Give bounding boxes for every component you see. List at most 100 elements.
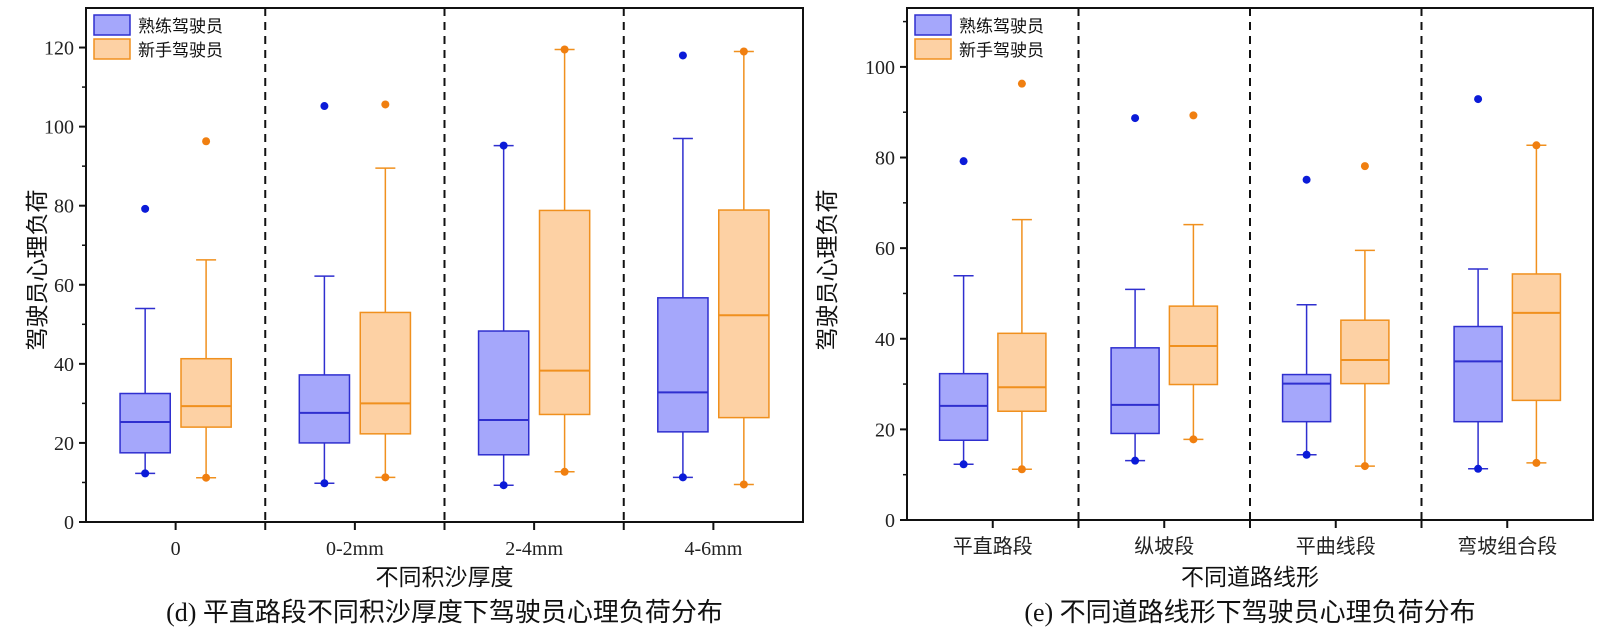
max-point [1131,114,1140,123]
y-tick-label: 100 [44,117,74,139]
x-tick-label: 平曲线段 [1296,535,1376,558]
box-novice [538,45,591,476]
legend-swatch [914,14,952,36]
y-tick-label: 60 [875,238,895,260]
box-novice [359,100,412,482]
box-iqr [1453,325,1503,423]
y-tick-label: 40 [875,329,895,351]
box-experienced [119,204,171,478]
box-novice [180,137,232,482]
y-tick-label: 20 [54,433,74,455]
chart-caption: (e) 不同道路线形下驾驶员心理负荷分布 [1024,598,1475,627]
box-novice [997,79,1047,474]
y-axis-label: 驾驶员心理负荷 [25,190,50,351]
y-tick-label: 100 [865,57,895,79]
chart-panel-1: 0 20 40 60 80 100 平直路段 纵坡段 平曲线段 弯坡组合段 熟练驾驶员新手驾驶员驾驶… [815,7,1594,627]
min-point [1189,435,1198,444]
max-point [739,47,748,56]
chart-panel-0: 0 20 40 60 80 100 120 0 0-2mm 2-4mm 4-6mm 熟练驾驶员新手驾驶… [25,7,804,627]
box-iqr [180,357,232,428]
box-experienced [657,51,709,482]
legend-label: 熟练驾驶员 [138,16,223,36]
y-tick-label: 120 [44,38,74,60]
y-axis-label: 驾驶员心理负荷 [815,190,840,351]
x-tick-label: 平直路段 [953,535,1033,558]
max-point [1189,111,1198,120]
max-point [1474,95,1483,104]
box-iqr [119,392,171,454]
box-iqr [477,330,530,456]
legend-label: 新手驾驶员 [138,41,223,60]
min-point [381,473,390,482]
x-tick-label: 0 [171,538,181,560]
box-iqr [1110,347,1160,435]
box-novice [1168,111,1219,444]
box-iqr [1511,273,1562,402]
box-experienced [1281,175,1332,459]
legend-swatch [93,38,131,60]
x-tick-label: 2-4mm [505,538,563,560]
min-point [1360,462,1369,471]
x-tick-label: 4-6mm [684,538,742,560]
x-tick-label: 纵坡段 [1134,535,1194,558]
legend-swatch [914,38,952,60]
legend-label: 熟练驾驶员 [959,16,1044,36]
min-point [739,480,748,489]
legend-label: 新手驾驶员 [959,41,1044,60]
box-experienced [477,141,530,490]
y-tick-label: 80 [54,196,74,218]
min-point [1131,456,1140,465]
box-novice [1340,162,1390,471]
min-point [1017,465,1026,474]
max-point [381,100,390,109]
box-iqr [938,372,989,442]
max-point [320,102,329,111]
max-point [959,157,968,166]
max-point [202,137,211,146]
y-tick-label: 0 [64,512,74,534]
x-axis-label: 不同道路线形 [1181,565,1319,590]
min-point [959,460,968,469]
x-tick-label: 0-2mm [326,538,384,560]
min-point [1532,458,1541,467]
min-point [1474,464,1483,473]
max-point [1360,162,1369,171]
y-tick-label: 60 [54,275,74,297]
box-experienced [298,102,351,488]
min-point [560,467,569,476]
y-tick-label: 40 [54,354,74,376]
max-point [499,141,508,150]
y-tick-label: 20 [875,419,895,441]
max-point [141,204,150,213]
min-point [202,473,211,482]
box-iqr [997,332,1047,413]
box-novice [1511,141,1562,467]
chart-caption: (d) 平直路段不同积沙厚度下驾驶员心理负荷分布 [166,598,723,627]
x-axis-label: 不同积沙厚度 [376,565,514,590]
box-novice [718,47,770,489]
box-experienced [938,157,989,469]
box-iqr [1340,319,1390,385]
box-experienced [1110,114,1160,465]
box-iqr [359,311,412,435]
box-iqr [657,297,709,433]
box-iqr [538,209,591,416]
min-point [499,481,508,490]
box-iqr [298,374,351,444]
max-point [1017,79,1026,88]
x-tick-label: 弯坡组合段 [1457,535,1557,558]
y-tick-label: 0 [885,510,895,532]
min-point [678,473,687,482]
legend-swatch [93,14,131,36]
max-point [678,51,687,60]
max-point [1302,175,1311,184]
min-point [320,479,329,488]
box-iqr [718,209,770,419]
y-tick-label: 80 [875,148,895,170]
max-point [560,45,569,54]
min-point [1302,450,1311,459]
box-iqr [1281,373,1332,423]
max-point [1532,141,1541,150]
min-point [141,469,150,478]
